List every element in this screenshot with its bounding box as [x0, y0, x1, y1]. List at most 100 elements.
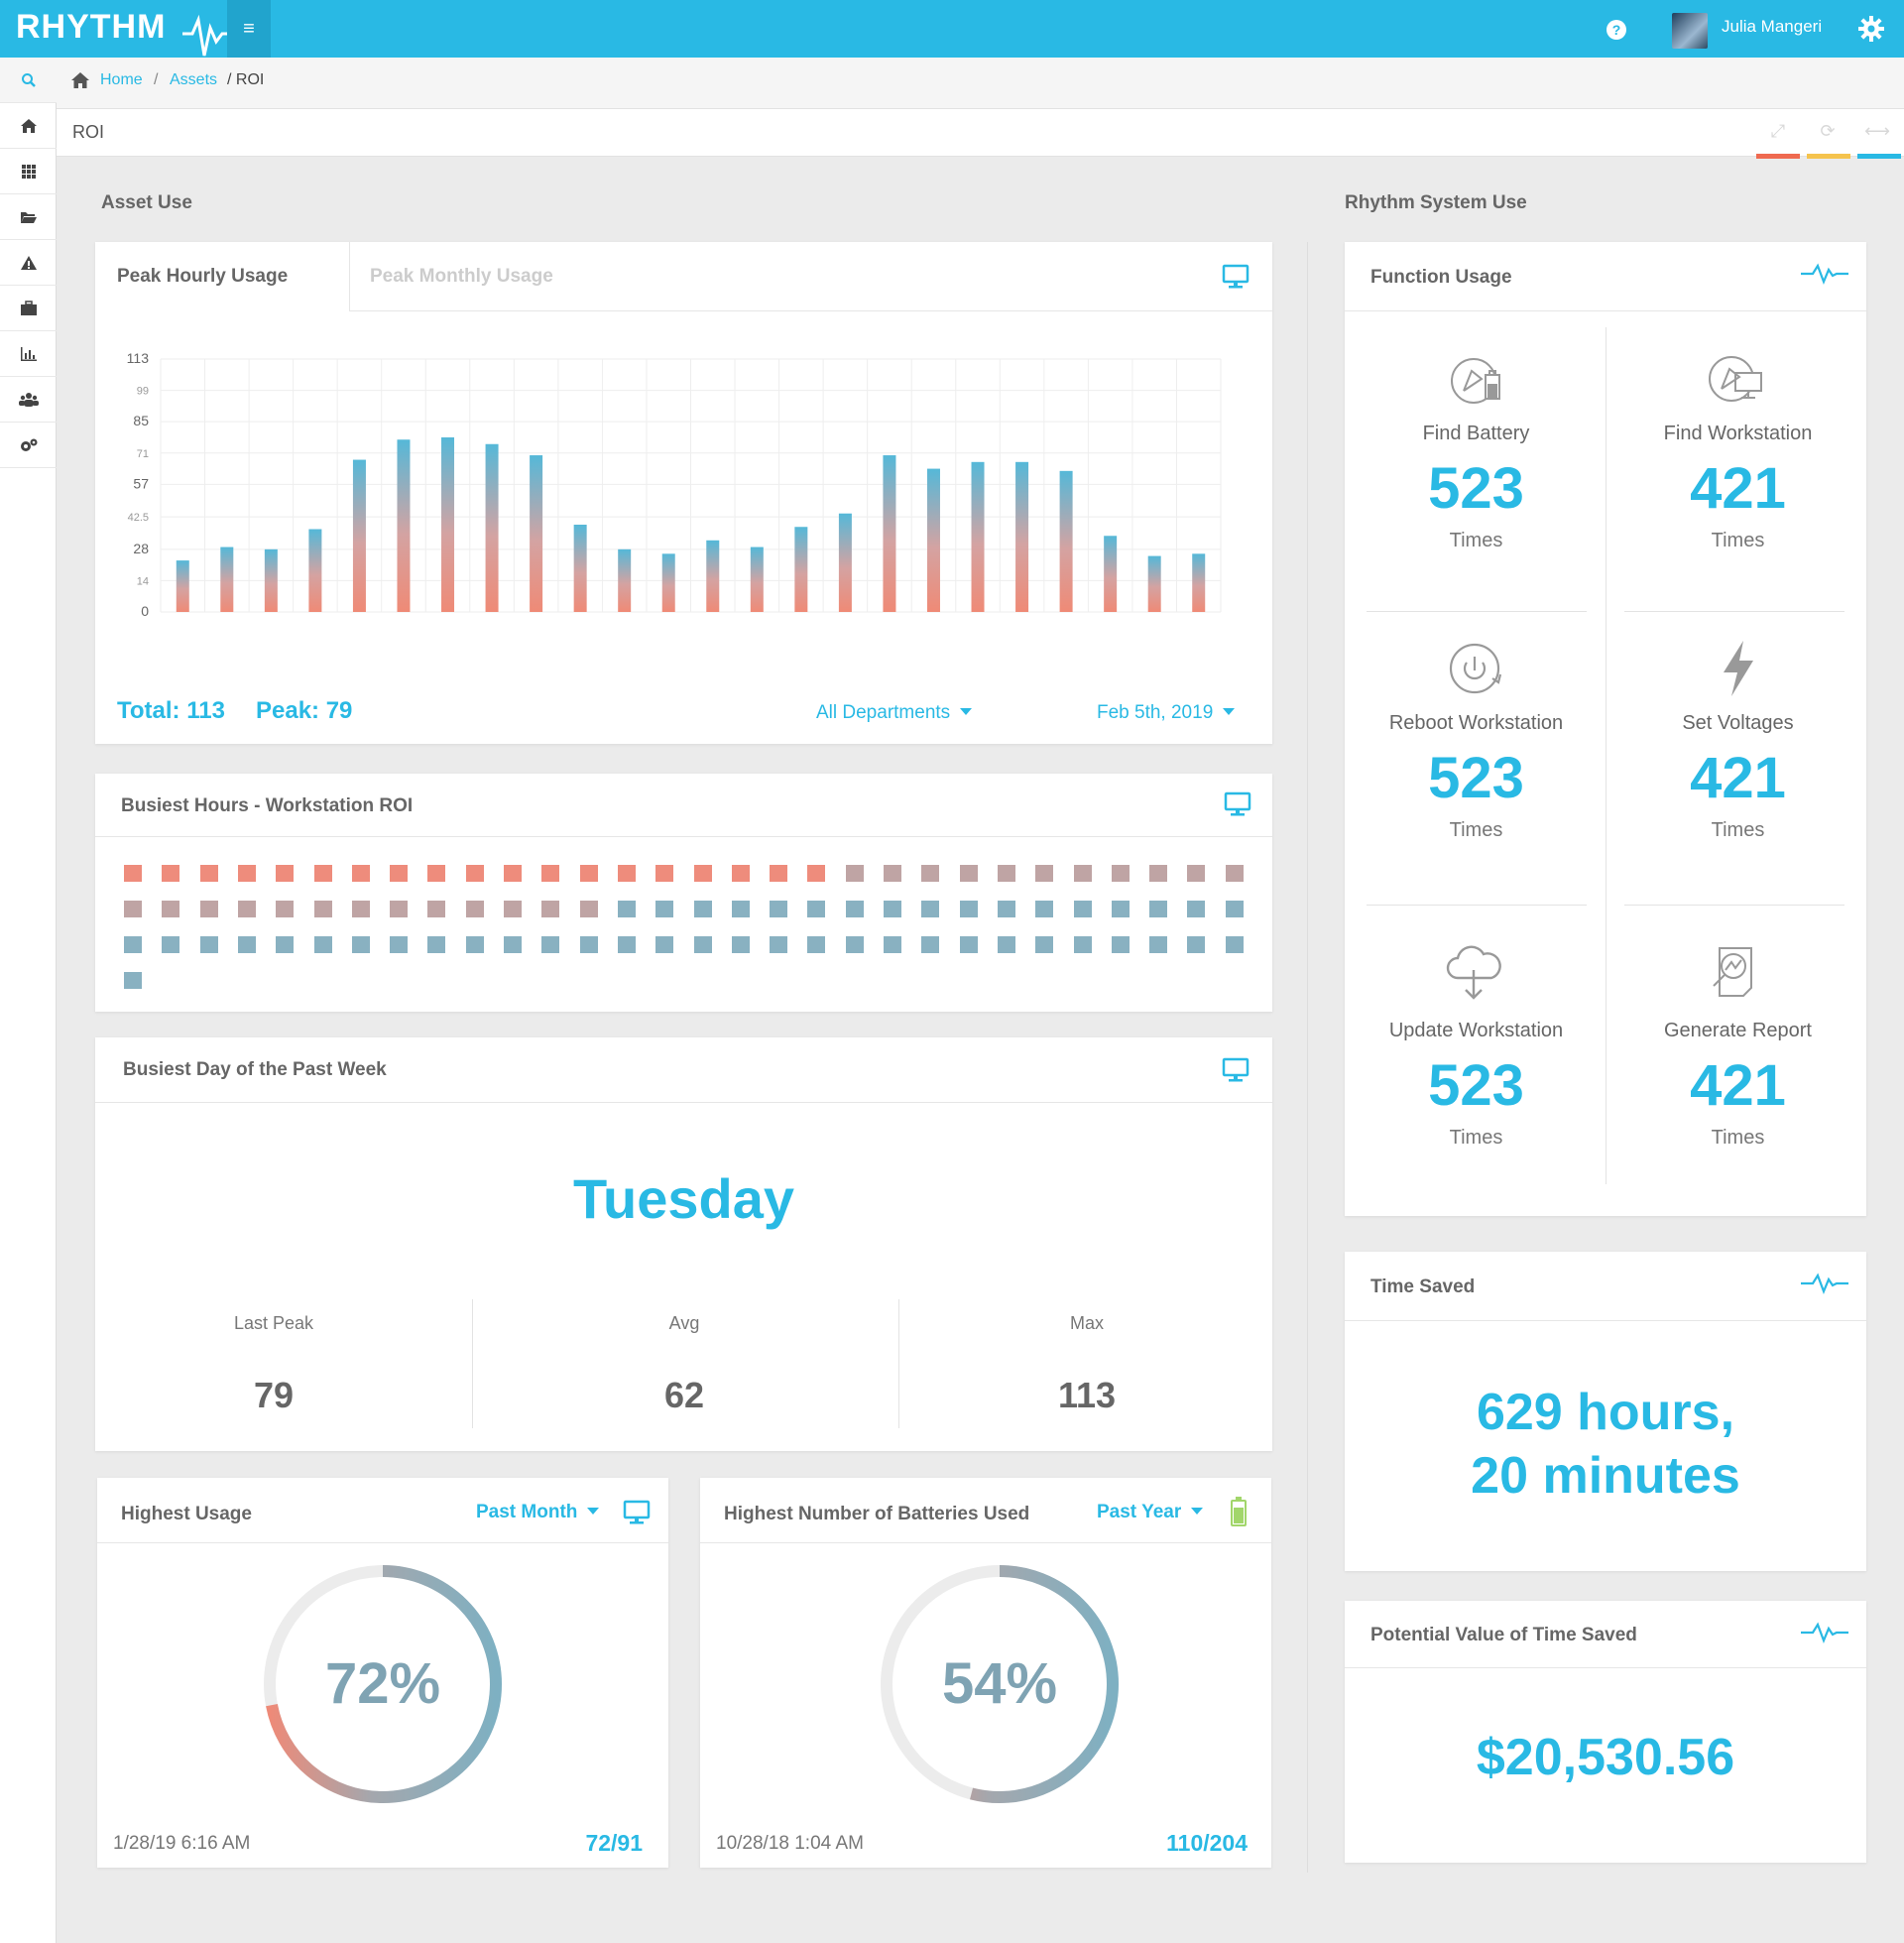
hour-cell[interactable]: [504, 901, 522, 917]
hour-cell[interactable]: [959, 901, 978, 917]
hour-cell[interactable]: [427, 865, 446, 882]
hour-cell[interactable]: [579, 865, 598, 882]
hour-cell[interactable]: [579, 901, 598, 917]
hour-cell[interactable]: [390, 936, 409, 953]
hour-cell[interactable]: [541, 936, 560, 953]
hour-cell[interactable]: [465, 901, 484, 917]
bar[interactable]: [441, 436, 455, 612]
hour-cell[interactable]: [390, 865, 409, 882]
hour-cell[interactable]: [845, 865, 864, 882]
hour-cell[interactable]: [807, 936, 826, 953]
hour-cell[interactable]: [504, 936, 522, 953]
bar[interactable]: [308, 529, 322, 612]
hour-cell[interactable]: [465, 865, 484, 882]
tab-peak-hourly[interactable]: Peak Hourly Usage: [117, 266, 289, 287]
hour-cell[interactable]: [351, 936, 370, 953]
hour-cell[interactable]: [770, 901, 788, 917]
nav-reports[interactable]: [0, 331, 57, 377]
hour-cell[interactable]: [807, 901, 826, 917]
help-icon[interactable]: ?: [1606, 20, 1626, 40]
hour-cell[interactable]: [617, 936, 636, 953]
bar[interactable]: [838, 513, 852, 612]
bar[interactable]: [794, 527, 808, 612]
bar[interactable]: [661, 553, 675, 612]
hour-cell[interactable]: [731, 901, 750, 917]
refresh-icon[interactable]: ⟳: [1820, 121, 1836, 141]
hour-cell[interactable]: [1149, 901, 1168, 917]
hour-cell[interactable]: [959, 865, 978, 882]
hour-cell[interactable]: [313, 936, 332, 953]
hour-cell[interactable]: [770, 865, 788, 882]
bar[interactable]: [1192, 553, 1206, 612]
hour-cell[interactable]: [579, 936, 598, 953]
bar[interactable]: [750, 546, 764, 612]
bar[interactable]: [1147, 555, 1161, 612]
hour-cell[interactable]: [617, 865, 636, 882]
collapse-icon[interactable]: ⟷: [1864, 121, 1890, 141]
hour-cell[interactable]: [655, 901, 674, 917]
bar[interactable]: [220, 546, 234, 612]
hour-cell[interactable]: [845, 901, 864, 917]
avatar[interactable]: [1672, 13, 1708, 49]
hour-cell[interactable]: [1149, 936, 1168, 953]
hour-cell[interactable]: [351, 901, 370, 917]
bar[interactable]: [1059, 470, 1073, 612]
hour-cell[interactable]: [124, 972, 142, 989]
menu-toggle-button[interactable]: ≡: [227, 0, 271, 58]
hour-cell[interactable]: [276, 865, 295, 882]
hour-cell[interactable]: [465, 936, 484, 953]
rhythm-logo[interactable]: RHYTHM: [16, 8, 238, 57]
hour-cell[interactable]: [731, 936, 750, 953]
hour-cell[interactable]: [1187, 936, 1206, 953]
hour-cell[interactable]: [237, 901, 256, 917]
hour-cell[interactable]: [199, 865, 218, 882]
hour-cell[interactable]: [427, 901, 446, 917]
hour-cell[interactable]: [124, 865, 142, 882]
hour-cell[interactable]: [921, 865, 940, 882]
bar[interactable]: [485, 443, 499, 612]
hour-cell[interactable]: [884, 865, 901, 882]
nav-assets[interactable]: [0, 286, 57, 331]
hour-cell[interactable]: [390, 901, 409, 917]
nav-home[interactable]: [0, 103, 57, 149]
hour-cell[interactable]: [1187, 901, 1206, 917]
hour-cell[interactable]: [921, 901, 940, 917]
bar[interactable]: [264, 548, 278, 612]
gear-icon[interactable]: [1858, 16, 1884, 42]
hour-cell[interactable]: [313, 865, 332, 882]
department-dropdown[interactable]: All Departments: [816, 702, 973, 724]
hour-cell[interactable]: [124, 936, 142, 953]
nav-users[interactable]: [0, 377, 57, 423]
hour-cell[interactable]: [1035, 936, 1054, 953]
hour-cell[interactable]: [997, 936, 1015, 953]
bar[interactable]: [883, 455, 896, 612]
hour-cell[interactable]: [1149, 865, 1168, 882]
hour-cell[interactable]: [1035, 901, 1054, 917]
hour-cell[interactable]: [504, 865, 522, 882]
hour-cell[interactable]: [199, 936, 218, 953]
hour-cell[interactable]: [921, 936, 940, 953]
bar[interactable]: [1015, 461, 1029, 612]
bar[interactable]: [530, 455, 543, 612]
hour-cell[interactable]: [693, 865, 712, 882]
hour-cell[interactable]: [162, 865, 180, 882]
breadcrumb-assets-link[interactable]: Assets: [170, 71, 218, 88]
hour-cell[interactable]: [351, 865, 370, 882]
expand-icon[interactable]: ⤢: [1770, 121, 1786, 141]
hour-cell[interactable]: [199, 901, 218, 917]
nav-alerts[interactable]: [0, 240, 57, 286]
hour-cell[interactable]: [1225, 865, 1244, 882]
hour-cell[interactable]: [1111, 901, 1130, 917]
bar[interactable]: [1104, 536, 1118, 612]
nav-folders[interactable]: [0, 194, 57, 240]
hour-cell[interactable]: [655, 936, 674, 953]
hour-cell[interactable]: [1225, 901, 1244, 917]
hour-cell[interactable]: [959, 936, 978, 953]
hour-cell[interactable]: [731, 865, 750, 882]
hour-cell[interactable]: [884, 901, 901, 917]
hour-cell[interactable]: [1111, 865, 1130, 882]
bar[interactable]: [706, 540, 720, 612]
bar[interactable]: [397, 439, 411, 612]
hour-cell[interactable]: [1111, 936, 1130, 953]
hour-cell[interactable]: [541, 865, 560, 882]
